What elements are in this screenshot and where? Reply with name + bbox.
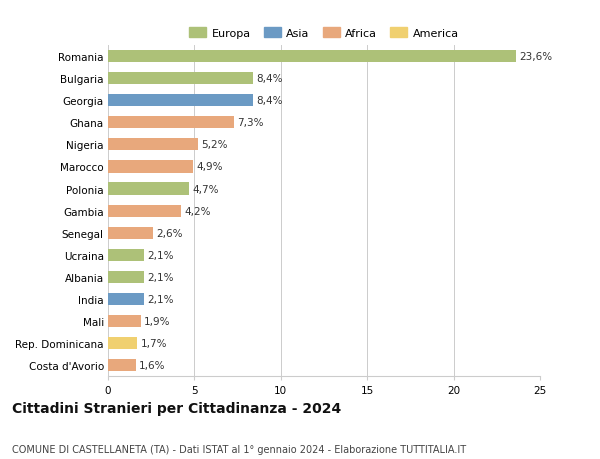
Bar [108, 271, 144, 283]
Text: 1,7%: 1,7% [141, 338, 167, 348]
Text: Cittadini Stranieri per Cittadinanza - 2024: Cittadini Stranieri per Cittadinanza - 2… [12, 402, 341, 415]
Bar [108, 161, 193, 173]
Bar [108, 51, 516, 63]
Bar [108, 315, 141, 327]
Bar [108, 337, 137, 349]
Bar [108, 183, 189, 195]
Text: 8,4%: 8,4% [257, 74, 283, 84]
Bar [108, 249, 144, 261]
Text: COMUNE DI CASTELLANETA (TA) - Dati ISTAT al 1° gennaio 2024 - Elaborazione TUTTI: COMUNE DI CASTELLANETA (TA) - Dati ISTAT… [12, 444, 466, 454]
Bar [108, 359, 136, 371]
Text: 7,3%: 7,3% [238, 118, 264, 128]
Bar [108, 205, 181, 217]
Text: 1,6%: 1,6% [139, 360, 166, 370]
Bar [108, 227, 153, 239]
Text: 8,4%: 8,4% [257, 96, 283, 106]
Text: 2,1%: 2,1% [148, 250, 174, 260]
Text: 5,2%: 5,2% [202, 140, 228, 150]
Bar [108, 95, 253, 107]
Text: 4,7%: 4,7% [193, 184, 219, 194]
Text: 2,1%: 2,1% [148, 294, 174, 304]
Text: 4,9%: 4,9% [196, 162, 223, 172]
Text: 23,6%: 23,6% [519, 52, 553, 62]
Bar [108, 73, 253, 85]
Bar [108, 117, 234, 129]
Bar [108, 139, 198, 151]
Text: 2,1%: 2,1% [148, 272, 174, 282]
Text: 1,9%: 1,9% [144, 316, 171, 326]
Bar [108, 293, 144, 305]
Text: 2,6%: 2,6% [157, 228, 183, 238]
Legend: Europa, Asia, Africa, America: Europa, Asia, Africa, America [186, 25, 462, 42]
Text: 4,2%: 4,2% [184, 206, 211, 216]
